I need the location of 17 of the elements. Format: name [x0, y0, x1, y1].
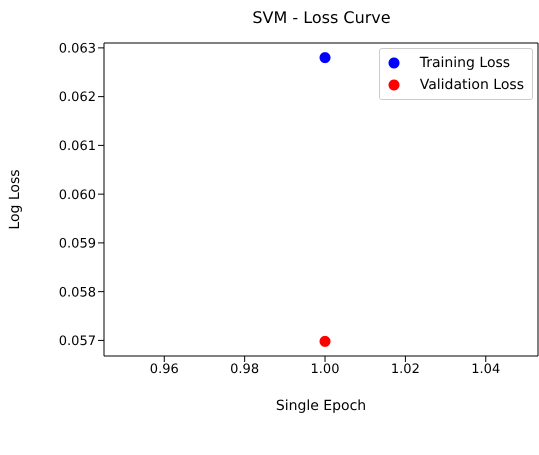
y-tick-label: 0.062	[58, 90, 96, 106]
x-axis-title: Single Epoch	[276, 398, 366, 414]
x-tick-label: 0.98	[230, 362, 260, 378]
legend-label: Validation Loss	[420, 76, 524, 95]
y-tick-label: 0.060	[58, 188, 96, 203]
y-tick-label: 0.061	[58, 139, 96, 154]
y-tick-label: 0.063	[58, 41, 96, 56]
y-tick-label: 0.058	[58, 285, 96, 300]
chart-title: SVM - Loss Curve	[251, 8, 392, 27]
x-tick-label: 0.96	[150, 362, 179, 378]
x-tick-label: 1.00	[310, 362, 340, 378]
legend-label: Training Loss	[420, 54, 510, 73]
y-tick-label: 0.059	[58, 236, 96, 252]
y-axis-title: Log Loss	[6, 169, 23, 230]
x-tick-label: 1.02	[390, 362, 420, 378]
x-tick-label: 1.04	[471, 362, 500, 378]
y-tick-label: 0.057	[58, 334, 96, 350]
